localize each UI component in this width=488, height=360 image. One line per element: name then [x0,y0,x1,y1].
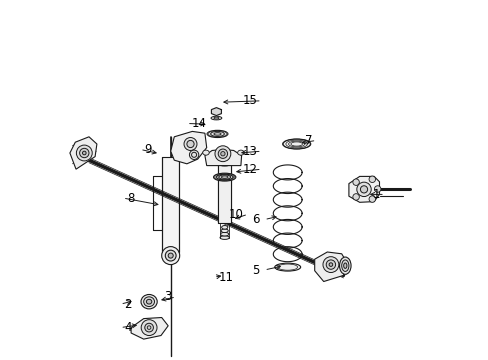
Circle shape [368,176,375,183]
Polygon shape [131,318,168,339]
Ellipse shape [221,176,227,178]
Circle shape [183,138,197,150]
Ellipse shape [206,130,227,138]
Text: 8: 8 [127,192,134,204]
Circle shape [322,257,338,273]
Bar [162,157,179,252]
Polygon shape [204,149,241,166]
Circle shape [368,196,375,202]
Circle shape [144,323,153,332]
Ellipse shape [339,257,350,274]
Polygon shape [348,176,379,202]
Circle shape [168,253,173,258]
Ellipse shape [343,263,346,269]
Circle shape [360,186,367,193]
Circle shape [220,152,224,156]
Ellipse shape [213,132,221,135]
Polygon shape [170,131,206,164]
Circle shape [218,149,227,158]
Circle shape [215,146,230,162]
Ellipse shape [220,236,229,239]
Text: 6: 6 [252,213,260,226]
Ellipse shape [218,175,230,179]
Ellipse shape [237,150,244,155]
Circle shape [374,186,380,192]
Text: 1: 1 [372,188,380,201]
Polygon shape [211,108,221,116]
Ellipse shape [146,300,151,304]
Ellipse shape [282,139,310,149]
Circle shape [325,260,335,269]
Circle shape [141,320,157,336]
Text: 14: 14 [191,117,206,130]
Ellipse shape [221,225,227,229]
Ellipse shape [221,229,228,233]
Text: 5: 5 [252,264,260,276]
Ellipse shape [221,162,228,165]
Text: 15: 15 [242,94,257,107]
Text: 3: 3 [164,291,171,303]
Circle shape [82,151,86,155]
Circle shape [80,148,89,158]
Text: 13: 13 [242,145,257,158]
Ellipse shape [274,263,300,271]
Ellipse shape [216,174,233,180]
Ellipse shape [210,131,224,136]
Ellipse shape [213,117,219,119]
Ellipse shape [219,162,230,166]
Circle shape [76,145,92,161]
Text: 9: 9 [144,143,152,156]
Ellipse shape [220,233,228,236]
Circle shape [328,263,332,266]
Polygon shape [70,137,97,169]
Ellipse shape [213,173,235,181]
Circle shape [186,140,194,148]
Ellipse shape [203,150,209,155]
Ellipse shape [341,260,348,271]
Circle shape [352,179,359,185]
Circle shape [356,182,370,197]
Text: 4: 4 [124,321,132,334]
Polygon shape [314,252,346,282]
Ellipse shape [211,116,222,120]
Text: 11: 11 [218,271,233,284]
Text: 10: 10 [228,208,244,221]
Text: 2: 2 [124,298,132,311]
Circle shape [352,194,359,200]
Circle shape [189,150,199,159]
Text: 12: 12 [242,163,257,176]
Ellipse shape [141,294,157,309]
Circle shape [162,247,179,265]
Ellipse shape [143,297,154,306]
Bar [218,164,231,223]
Circle shape [165,250,176,261]
Text: 7: 7 [304,134,311,147]
